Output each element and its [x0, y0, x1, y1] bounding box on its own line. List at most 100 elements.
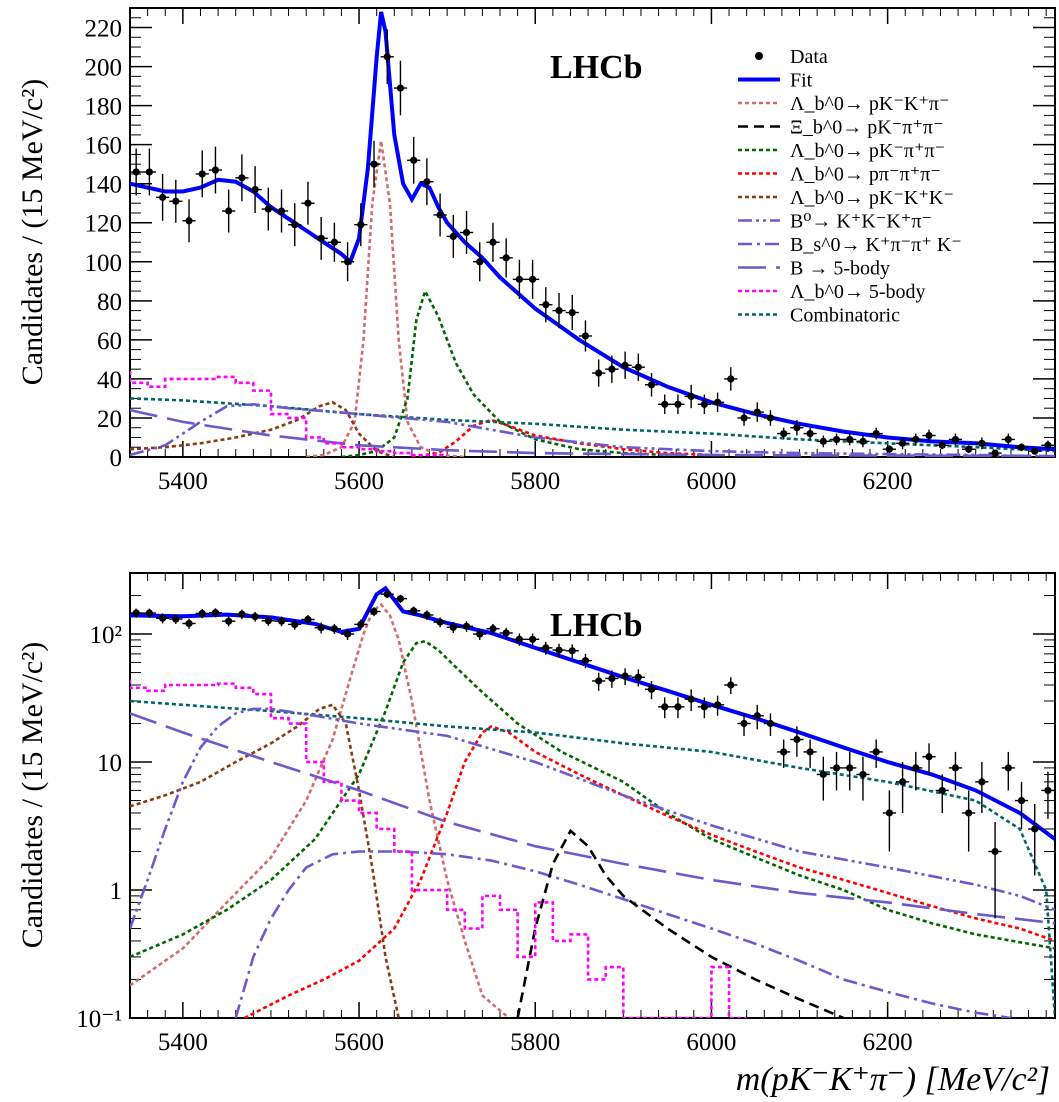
data-point: [965, 445, 973, 453]
data-point: [185, 217, 193, 225]
data-point: [251, 612, 259, 621]
y-tick-label: 220: [85, 16, 123, 43]
data-point: [912, 764, 920, 772]
x-tick-label: 6000: [686, 1029, 736, 1056]
data-point: [713, 398, 722, 406]
curve-bs_kpipipik: [234, 850, 1012, 1018]
x-tick-label: 6200: [863, 468, 913, 495]
data-point: [423, 178, 431, 186]
x-tick-label: 6200: [863, 1029, 913, 1056]
curve-b0_kkkpi: [130, 402, 1055, 457]
data-point: [951, 764, 960, 772]
data-point: [158, 193, 167, 201]
y-tick-label: 100: [85, 250, 123, 277]
data-point: [542, 301, 550, 309]
data-point: [713, 701, 722, 709]
data-point: [436, 618, 444, 626]
data-point: [198, 609, 206, 618]
curve-b0_kkkpi: [130, 707, 1055, 929]
data-point: [608, 365, 616, 373]
bottom-lhcb-watermark: LHCb: [550, 607, 643, 644]
data-point: [1017, 443, 1026, 451]
curve-b_5body: [130, 712, 1055, 925]
data-point: [238, 610, 246, 618]
x-tick-label: 5600: [334, 468, 384, 495]
data-point: [634, 363, 642, 371]
y-tick-label: 80: [97, 289, 122, 316]
curve-lb_ppipipi: [411, 418, 712, 457]
data-point: [595, 677, 603, 685]
legend-marker-data: [755, 52, 763, 60]
top-lhcb-watermark: LHCb: [550, 49, 643, 86]
data-point: [528, 635, 537, 643]
data-point: [634, 673, 642, 681]
data-point: [317, 234, 325, 242]
data-point: [674, 400, 682, 408]
data-point: [370, 607, 378, 616]
data-point: [383, 53, 391, 61]
curve-combinatoric: [130, 699, 1055, 1018]
data-point: [330, 625, 338, 633]
data-point: [621, 361, 629, 369]
y-tick-label: 10²: [90, 622, 123, 649]
legend-label-fit: Fit: [790, 70, 813, 92]
legend-label-lb_ppipipi: Λ_b^0→ pπ⁻π⁺π⁻: [790, 164, 941, 186]
data-point: [1017, 796, 1026, 805]
legend-label-combinatoric: Combinatoric: [790, 305, 900, 327]
data-point: [978, 778, 986, 786]
data-point: [317, 624, 325, 632]
data-point: [581, 657, 590, 665]
data-point: [859, 770, 867, 779]
data-point: [185, 619, 193, 628]
legend-label-b0_kkkpi: B⁰→ K⁺K⁻K⁺π⁻: [790, 211, 932, 233]
data-point: [1004, 435, 1012, 444]
y-tick-label: 0: [110, 445, 123, 472]
legend-label-data: Data: [790, 46, 828, 68]
x-tick-label: 5400: [158, 468, 208, 495]
y-tick-label: 60: [97, 328, 122, 355]
data-point: [423, 611, 431, 619]
data-point: [396, 84, 405, 92]
y-tick-label: 200: [85, 55, 123, 82]
data-point: [872, 429, 880, 438]
data-point: [568, 308, 576, 317]
curve-lb_pkpipi: [130, 639, 1055, 959]
data-point: [502, 254, 510, 262]
y-tick-label: 10: [97, 750, 122, 777]
data-point: [291, 221, 299, 229]
data-point: [780, 748, 788, 756]
data-point: [277, 207, 286, 215]
y-tick-label: 140: [85, 172, 123, 199]
data-point: [449, 232, 457, 241]
data-point: [489, 238, 497, 246]
curve-lb_ppipipi: [243, 724, 1055, 1018]
top-data-points: [129, 29, 1055, 457]
data-point: [740, 414, 748, 422]
data-point: [1044, 786, 1052, 795]
curve-lb_pkkpi: [130, 602, 510, 1018]
legend-label-lb_5body: Λ_b^0→ 5-body: [790, 281, 926, 303]
bottom-data-points: [130, 590, 1055, 919]
data-point: [806, 748, 814, 756]
data-point: [225, 617, 233, 625]
data-point: [1004, 764, 1012, 772]
bottom-plot-frame: [129, 572, 1056, 1019]
data-point: [727, 681, 735, 689]
curve-lb_5body: [130, 679, 747, 1018]
data-point: [793, 424, 801, 432]
x-tick-label: 5600: [334, 1029, 384, 1056]
data-point: [687, 695, 695, 703]
data-point: [806, 429, 814, 438]
legend-label-lb_pkkk: Λ_b^0→ pK⁻K⁺K⁻: [790, 187, 954, 209]
x-tick-label: 5400: [158, 1029, 208, 1056]
data-point: [462, 228, 471, 237]
data-point: [410, 156, 418, 164]
data-point: [647, 381, 656, 389]
data-point: [343, 258, 352, 266]
data-point: [859, 437, 867, 445]
data-point: [700, 703, 708, 711]
legend-label-b_5body: B → 5-body: [790, 258, 890, 280]
data-point: [568, 647, 576, 655]
y-tick-label: 40: [97, 367, 122, 394]
